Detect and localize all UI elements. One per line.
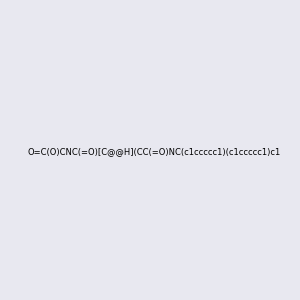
Text: O=C(O)CNC(=O)[C@@H](CC(=O)NC(c1ccccc1)(c1ccccc1)c1: O=C(O)CNC(=O)[C@@H](CC(=O)NC(c1ccccc1)(c…: [27, 147, 280, 156]
